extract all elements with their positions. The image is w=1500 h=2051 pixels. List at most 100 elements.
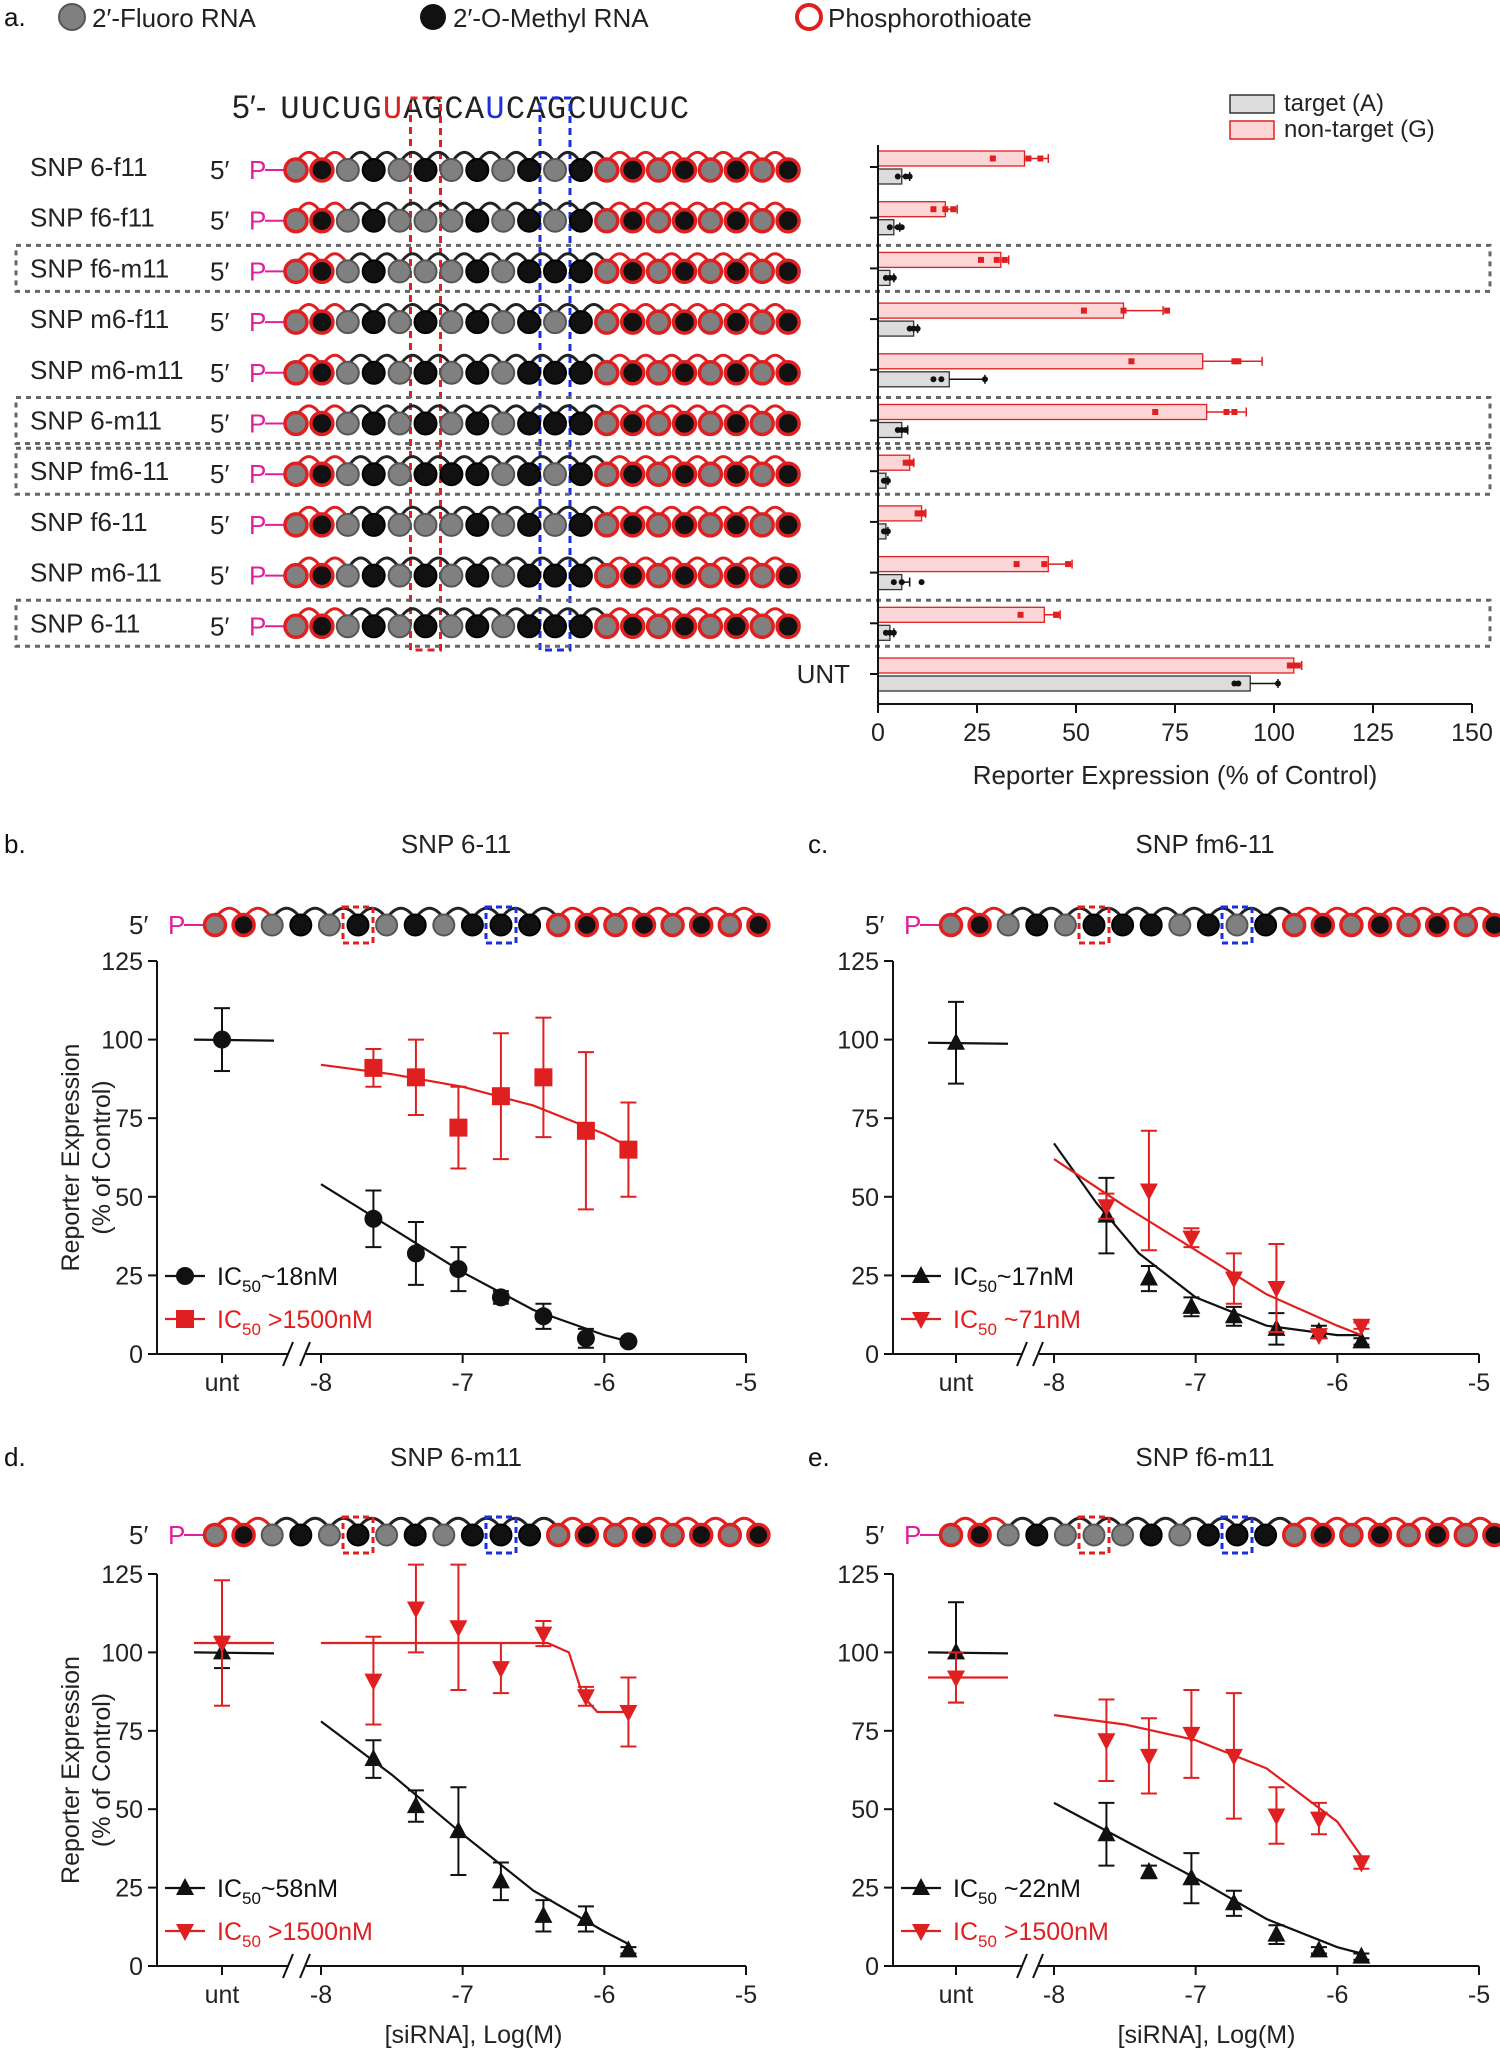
data-marker [1182,1726,1201,1744]
siRNA-row: SNP 6-f11 5′ P [30,150,1050,185]
methyl-nucleotide [517,563,542,588]
siRNA-name: SNP f6-m11 [30,253,169,283]
legend-text: ~22nM [997,1875,1081,1903]
legend-label: IC50~58nM [217,1875,338,1908]
methyl-nucleotide [1196,913,1220,937]
replicate-point [938,376,945,383]
replicate-point [1065,561,1072,568]
panel-title: SNP f6-m11 [1135,1442,1274,1472]
data-marker [576,1329,595,1348]
fluoro-nucleotide [439,563,464,588]
replicate-point [1290,662,1297,669]
phosphate-label: P [249,459,266,489]
series-target: IC50~58nM [165,1635,638,1958]
fluoro-nucleotide [1396,1522,1421,1548]
methyl-nucleotide [723,207,750,234]
replicate-point [1017,611,1024,618]
methyl-nucleotide [465,563,490,588]
phosphate-label: P [249,206,266,236]
replicate-point [1235,358,1242,365]
legend-subscript: 50 [978,1889,997,1908]
methyl-nucleotide [289,1523,313,1547]
data-marker [176,1924,194,1941]
fluoro-nucleotide [697,157,724,183]
phosphorothioate-legend-icon [795,3,823,31]
fluoro-nucleotide [1225,913,1249,937]
phosphate-label: P [249,561,266,591]
data-marker [364,1209,383,1228]
methyl-nucleotide [568,614,593,639]
data-marker [491,1661,510,1679]
methyl-nucleotide [671,410,698,437]
fluoro-nucleotide [697,258,724,285]
y-axis-label-line: (% of Control) [88,1080,116,1234]
methyl-nucleotide [460,1523,484,1547]
siRNA-name: SNP 6-f11 [30,152,148,182]
methyl-nucleotide [465,208,490,233]
fit-curve [1053,1142,1362,1337]
methyl-nucleotide [568,158,593,182]
fit-curve [1053,1158,1362,1337]
data-marker [1309,1328,1328,1346]
data-marker [1097,1199,1116,1217]
methyl-nucleotide [671,562,698,589]
data-marker [1267,1280,1286,1298]
y-tick-label: 75 [115,1718,143,1746]
panel-label-a: a. [4,2,26,32]
replicate-point [977,256,984,263]
methyl-nucleotide [775,613,801,640]
legend-text: ~71nM [997,1306,1081,1334]
fluoro-nucleotide [439,411,464,436]
sequence-base: C [629,91,648,128]
methyl-nucleotide [309,157,335,183]
data-marker [1139,1183,1158,1201]
fluoro-nucleotide [491,310,516,335]
methyl-nucleotide [403,1523,427,1547]
fluoro-nucleotide [387,563,412,588]
methyl-nucleotide [413,614,438,639]
y-tick-label: 0 [865,1953,879,1981]
y-axis-label: Reporter Expression (% of Control) [57,1044,116,1272]
fit-curve [1053,1801,1362,1955]
fluoro-nucleotide [749,157,775,183]
data-marker [576,1689,595,1707]
legend-text: >1500nM [261,1918,373,1946]
fluoro-nucleotide [439,310,464,335]
replicate-point [1120,307,1127,314]
fluoro-nucleotide [283,512,309,538]
x-tick-label: -5 [735,1981,757,2009]
data-marker [912,1924,930,1941]
methyl-nucleotide [489,1523,513,1547]
x-tick-label: 25 [963,719,991,747]
methyl-nucleotide [361,563,386,588]
fluoro-nucleotide [645,258,672,285]
five-prime-label: 5′ [210,358,229,388]
phosphate-label: P [904,1520,921,1550]
x-tick-label: -6 [1326,1369,1348,1397]
methyl-nucleotide [723,410,750,437]
methyl-nucleotide [465,512,490,537]
methyl-nucleotide [1139,913,1163,937]
fluoro-nucleotide [645,613,672,640]
fluoro-nucleotide [283,157,309,183]
fluoro-nucleotide [283,461,309,487]
fluoro-nucleotide [645,157,672,183]
fluoro-nucleotide [594,562,620,589]
x-tick-label: 50 [1062,719,1090,747]
sequence-base: U [383,91,402,128]
y-tick-label: 100 [837,1027,879,1055]
siRNA-name: SNP m6-m11 [30,355,184,385]
data-marker [912,1312,930,1329]
methyl-nucleotide [775,360,801,386]
fluoro-nucleotide [545,912,571,938]
fluoro-nucleotide [1111,1523,1135,1547]
nontarget-bar [877,353,1204,370]
replicate-point [1294,662,1301,669]
fluoro-nucleotide [1281,912,1307,938]
x-tick-label: -8 [1043,1981,1065,2009]
data-marker [912,1266,930,1283]
methyl-nucleotide [723,360,750,386]
nontarget-bar [877,555,1049,573]
fluoro-nucleotide [996,913,1020,937]
x-axis-label: Reporter Expression (% of Control) [973,760,1378,790]
